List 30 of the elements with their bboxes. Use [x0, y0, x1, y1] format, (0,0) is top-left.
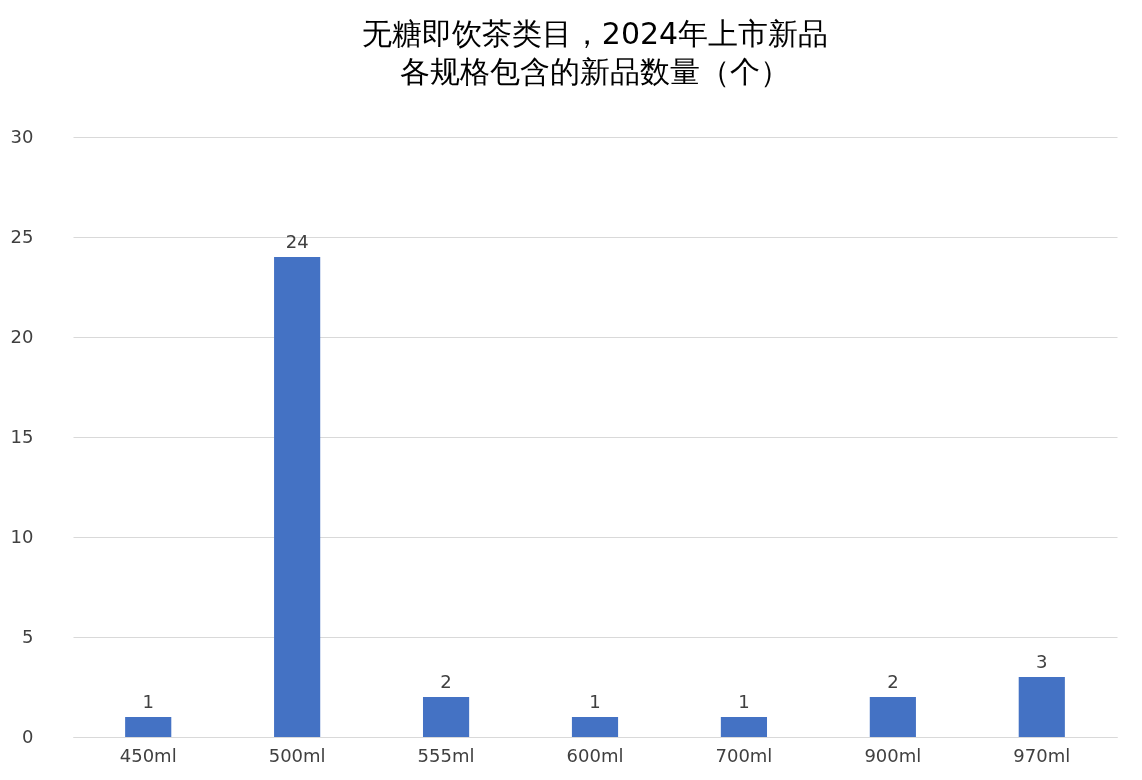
- x-tick-label: 600ml: [566, 744, 624, 766]
- y-tick-label: 0: [22, 725, 34, 747]
- data-label: 1: [142, 691, 154, 712]
- data-label: 2: [887, 671, 899, 692]
- x-tick-label: 900ml: [864, 744, 922, 766]
- y-tick-label: 30: [10, 125, 34, 147]
- bar: [1018, 677, 1065, 737]
- data-label: 1: [589, 691, 601, 712]
- bar: [125, 717, 172, 737]
- x-tick-label: 500ml: [268, 744, 326, 766]
- x-tick-label: 450ml: [119, 744, 177, 766]
- bar: [571, 717, 619, 737]
- x-tick-label: 555ml: [417, 744, 475, 766]
- chart-title: 无糖即饮茶类目，2024年上市新品: [361, 16, 829, 51]
- data-label: 1: [738, 691, 750, 712]
- bar: [274, 257, 321, 737]
- y-tick-label: 5: [22, 625, 34, 647]
- data-label: 3: [1036, 651, 1048, 672]
- x-tick-label: 970ml: [1013, 744, 1071, 766]
- y-tick-label: 10: [10, 525, 34, 547]
- bar: [720, 717, 768, 737]
- y-tick-label: 20: [10, 325, 34, 347]
- bar: [869, 697, 916, 737]
- y-tick-label: 15: [10, 425, 34, 447]
- x-tick-label: 700ml: [715, 744, 773, 766]
- data-label: 2: [440, 671, 452, 692]
- data-label: 24: [285, 231, 309, 252]
- y-tick-label: 25: [10, 225, 34, 247]
- bar: [422, 697, 470, 737]
- chart-subtitle: 各规格包含的新品数量（个）: [400, 54, 790, 89]
